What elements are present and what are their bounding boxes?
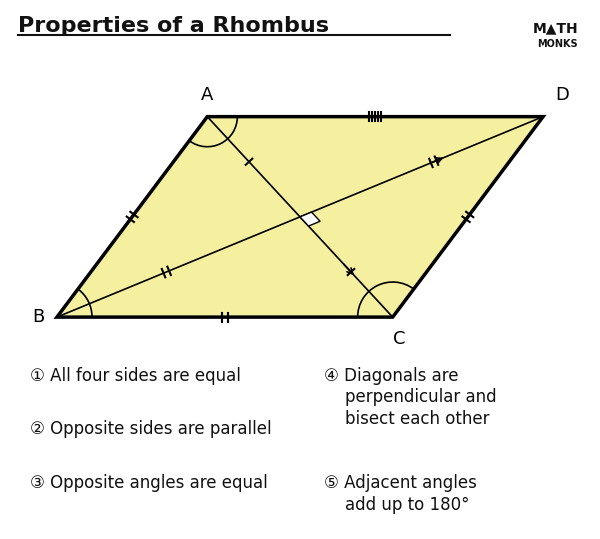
Polygon shape (300, 212, 320, 226)
Text: MONKS: MONKS (538, 39, 578, 49)
Text: ① All four sides are equal: ① All four sides are equal (30, 367, 241, 384)
Text: ② Opposite sides are parallel: ② Opposite sides are parallel (30, 420, 272, 438)
Text: D: D (556, 86, 569, 104)
Text: C: C (393, 330, 405, 348)
Text: perpendicular and: perpendicular and (345, 388, 497, 406)
Text: B: B (32, 308, 44, 326)
Polygon shape (57, 116, 543, 317)
Text: ③ Opposite angles are equal: ③ Opposite angles are equal (30, 474, 268, 492)
Text: ④ Diagonals are: ④ Diagonals are (324, 367, 458, 384)
Text: M▲TH: M▲TH (533, 22, 578, 36)
Text: Properties of a Rhombus: Properties of a Rhombus (18, 16, 329, 36)
Text: A: A (201, 86, 214, 104)
Text: ⑤ Adjacent angles: ⑤ Adjacent angles (324, 474, 477, 492)
Text: bisect each other: bisect each other (345, 410, 490, 427)
Text: add up to 180°: add up to 180° (345, 496, 470, 514)
